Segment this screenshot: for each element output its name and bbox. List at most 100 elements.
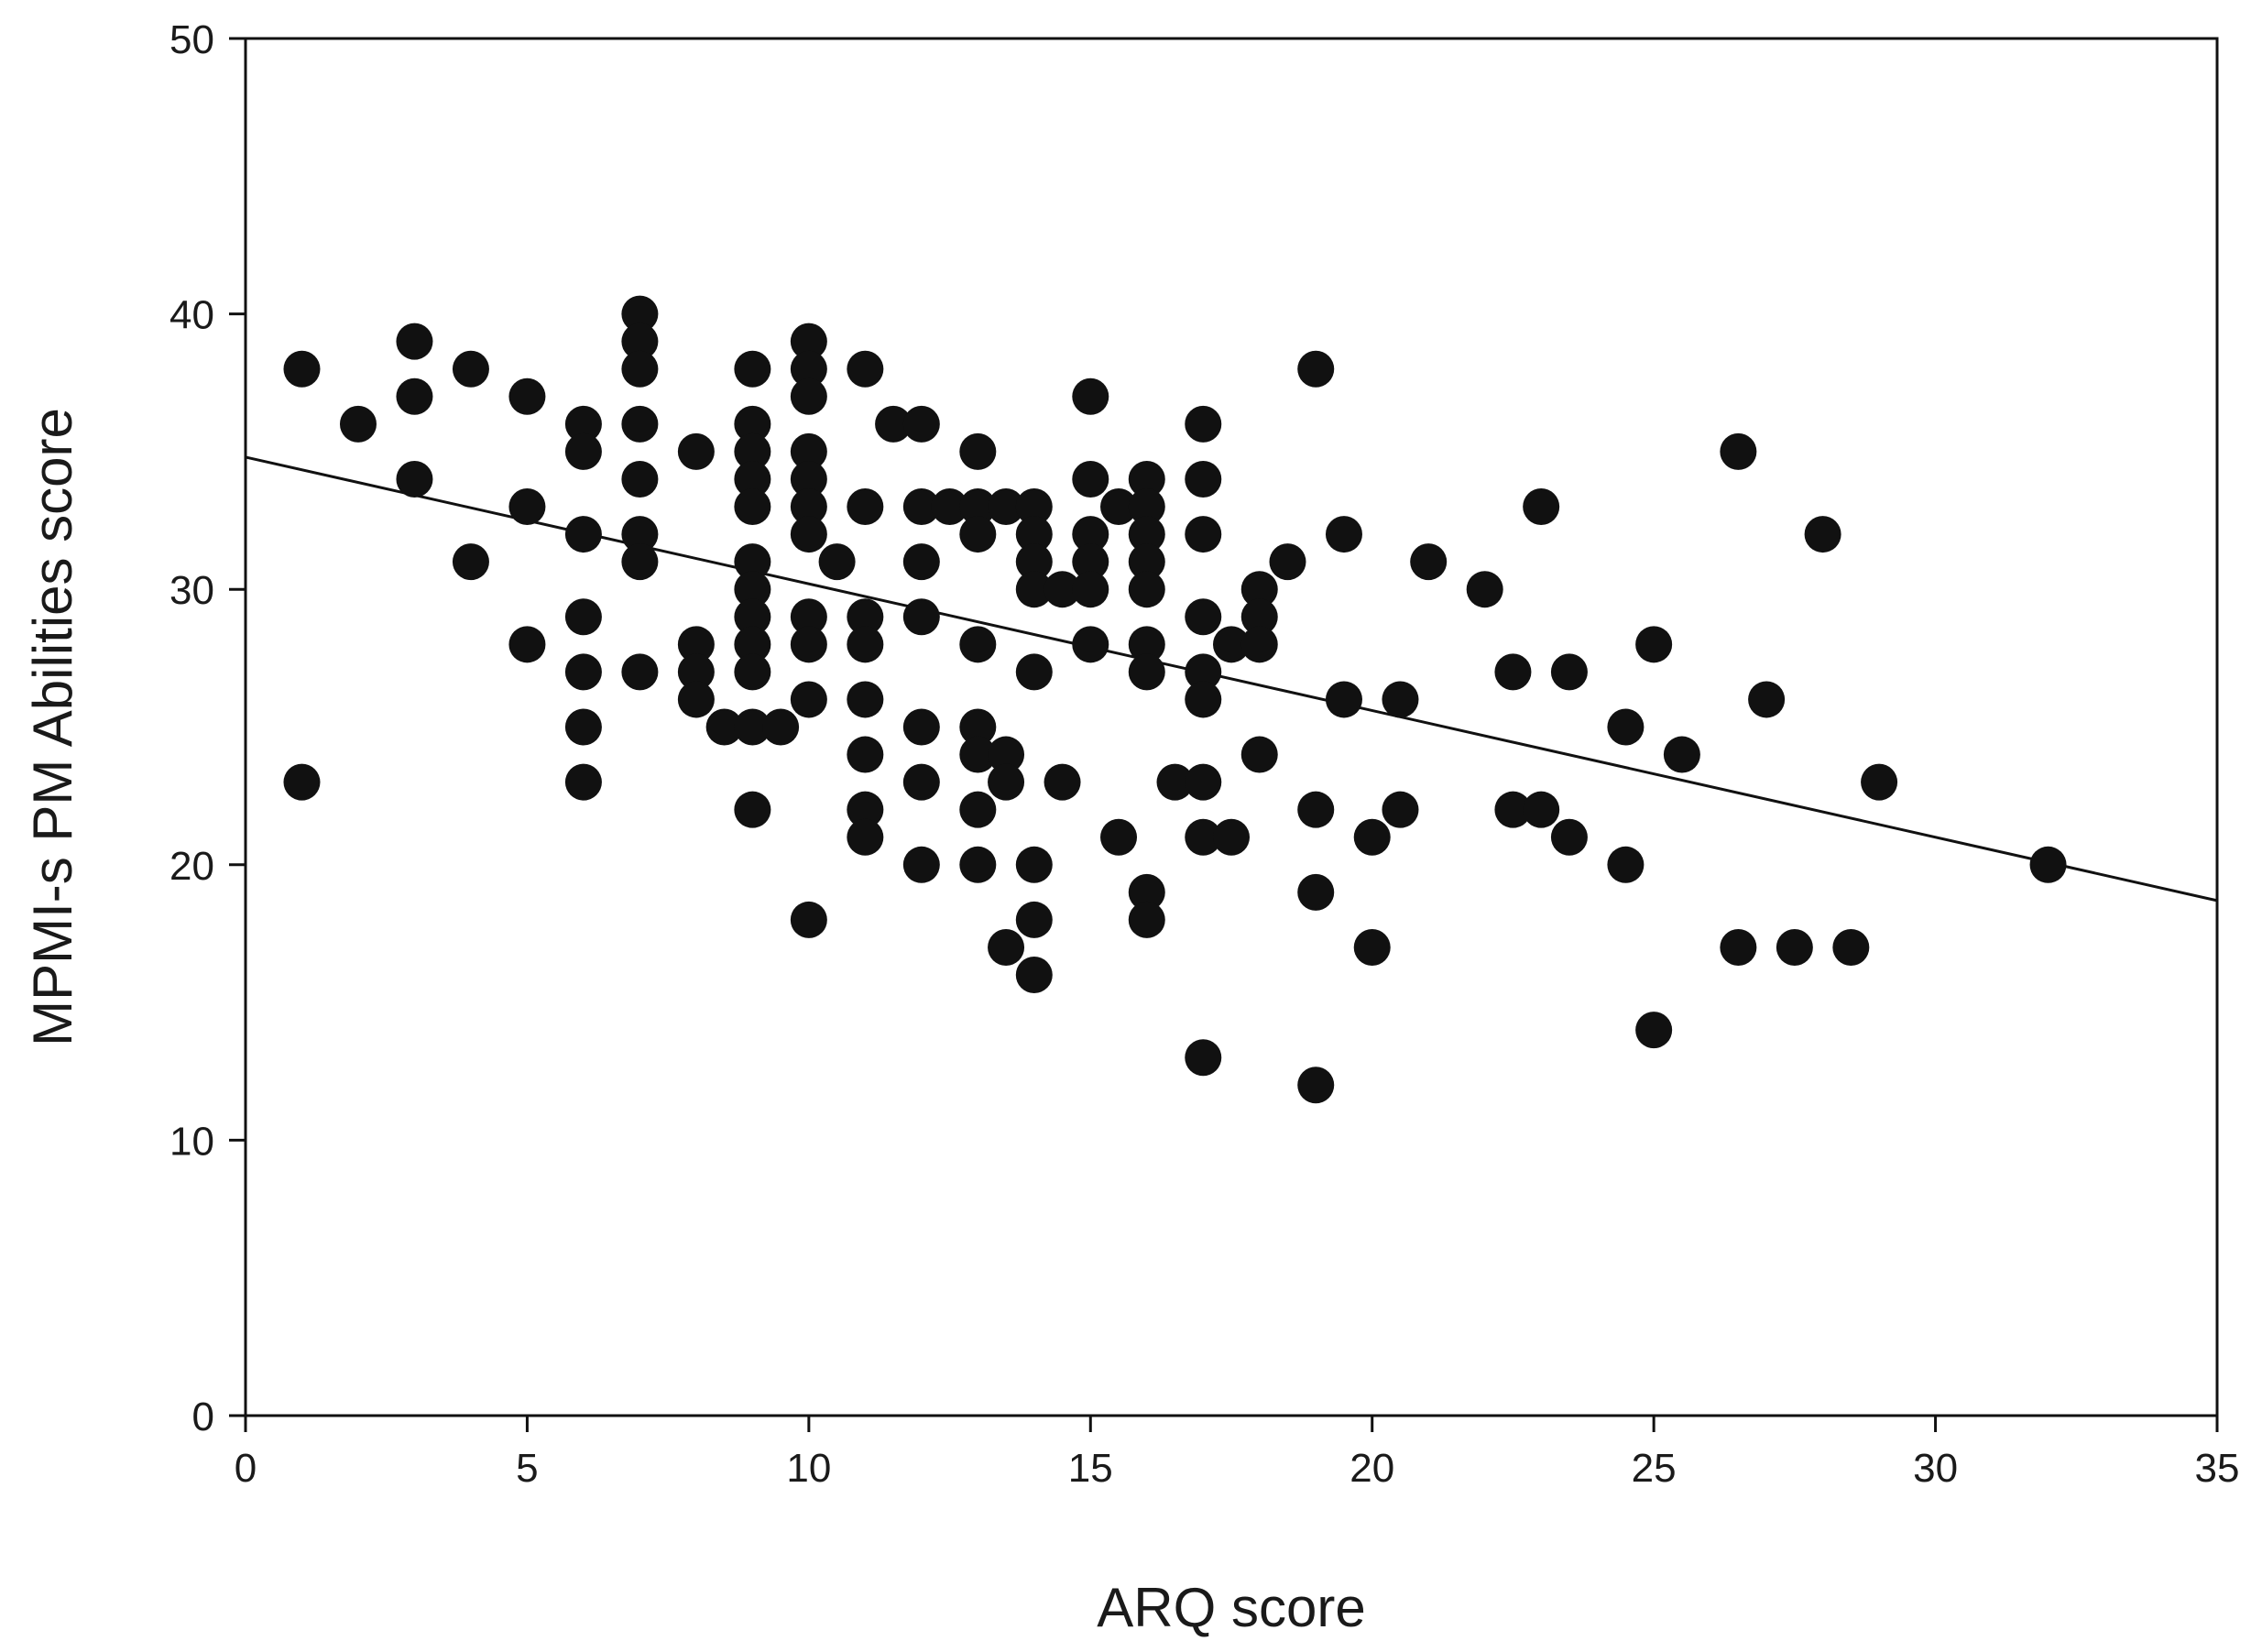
scatter-point (621, 350, 659, 388)
scatter-point (847, 681, 884, 718)
scatter-point (508, 626, 546, 663)
scatter-point (564, 516, 602, 553)
scatter-point (1156, 763, 1194, 801)
scatter-point (1494, 791, 1532, 828)
scatter-point (677, 626, 715, 663)
scatter-point (847, 350, 884, 388)
scatter-point (1015, 846, 1053, 883)
scatter-point (564, 763, 602, 801)
scatter-point (790, 516, 827, 553)
scatter-point (734, 791, 771, 828)
scatter-point (1100, 488, 1138, 526)
scatter-point (339, 405, 377, 443)
scatter-point (1297, 873, 1335, 911)
scatter-point (959, 626, 997, 663)
scatter-point (959, 432, 997, 470)
scatter-point (959, 708, 997, 746)
scatter-point (1325, 516, 1362, 553)
scatter-point (1185, 405, 1222, 443)
scatter-point (621, 405, 659, 443)
scatter-point (677, 681, 715, 718)
scatter-point (902, 846, 940, 883)
scatter-point (902, 763, 940, 801)
scatter-point (452, 543, 489, 581)
scatter-point (847, 598, 884, 636)
y-tick-label: 0 (192, 1395, 214, 1439)
scatter-point (790, 626, 827, 663)
scatter-point (1410, 543, 1448, 581)
x-axis-ticks: 0 5 10 15 20 25 30 35 (235, 1416, 2239, 1491)
scatter-point (734, 571, 771, 608)
scatter-point (1832, 928, 1870, 966)
scatter-point (1015, 571, 1053, 608)
scatter-point (1128, 543, 1165, 581)
scatter-point (847, 626, 884, 663)
scatter-point (790, 350, 827, 388)
scatter-point (1128, 653, 1165, 691)
x-tick-label: 5 (516, 1446, 538, 1491)
scatter-point (1128, 901, 1165, 938)
scatter-point (875, 405, 912, 443)
scatter-point (790, 460, 827, 498)
scatter-point (1185, 516, 1222, 553)
x-tick-label: 15 (1068, 1446, 1113, 1491)
scatter-point (1550, 818, 1588, 856)
scatter-point (564, 432, 602, 470)
scatter-point (734, 653, 771, 691)
scatter-point (1044, 763, 1081, 801)
scatter-point (1804, 516, 1841, 553)
scatter-point (1353, 818, 1391, 856)
scatter-point (1382, 681, 1419, 718)
x-tick-label: 10 (786, 1446, 831, 1491)
scatter-point (1015, 957, 1053, 994)
plot-frame (244, 37, 2219, 1417)
scatter-point (283, 763, 321, 801)
scatter-point (1523, 488, 1560, 526)
scatter-point (959, 516, 997, 553)
y-axis-title: MPMI-s PM Abilities score (22, 408, 83, 1046)
scatter-point (988, 488, 1025, 526)
scatter-point (1861, 763, 1898, 801)
scatter-point (1776, 928, 1813, 966)
scatter-point (283, 350, 321, 388)
scatter-point (1523, 791, 1560, 828)
scatter-point (959, 846, 997, 883)
y-axis-ticks: 0 10 20 30 40 50 (169, 17, 246, 1439)
scatter-point (1072, 571, 1109, 608)
scatter-point (734, 598, 771, 636)
x-axis-title: ARQ score (1097, 1577, 1365, 1638)
scatter-point (790, 488, 827, 526)
scatter-point (564, 708, 602, 746)
scatter-point (790, 598, 827, 636)
scatter-point (1382, 791, 1419, 828)
scatter-point (1185, 653, 1222, 691)
scatter-point (734, 708, 771, 746)
scatter-point (508, 488, 546, 526)
scatter-point (1100, 818, 1138, 856)
scatter-point (1213, 626, 1250, 663)
scatter-point (1015, 516, 1053, 553)
scatter-point (734, 543, 771, 581)
scatter-point (790, 681, 827, 718)
scatter-point (1297, 350, 1335, 388)
scatter-point (734, 626, 771, 663)
scatter-point (1185, 681, 1222, 718)
x-tick-label: 25 (1632, 1446, 1677, 1491)
scatter-point (1635, 1012, 1673, 1049)
scatter-point (1213, 818, 1250, 856)
data-points (283, 295, 2067, 1104)
scatter-point (818, 543, 856, 581)
scatter-point (1015, 488, 1053, 526)
scatter-point (1748, 681, 1786, 718)
scatter-point (564, 405, 602, 443)
scatter-point (1297, 1067, 1335, 1104)
scatter-point (1240, 598, 1278, 636)
scatter-point (1128, 488, 1165, 526)
scatter-point (1072, 516, 1109, 553)
scatter-point (1015, 543, 1053, 581)
scatter-point (734, 350, 771, 388)
scatter-point (1720, 432, 1757, 470)
scatter-point (734, 432, 771, 470)
y-tick-label: 50 (169, 17, 214, 62)
